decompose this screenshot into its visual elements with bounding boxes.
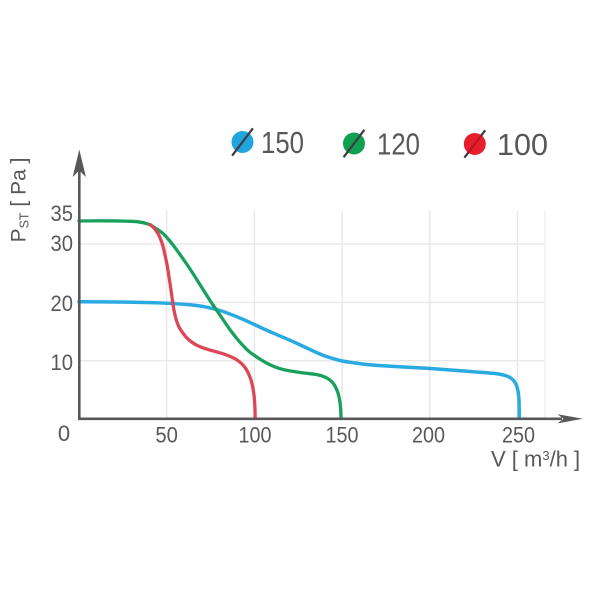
svg-text:120: 120 [377,126,420,161]
svg-text:35: 35 [51,201,74,226]
svg-text:150: 150 [261,125,304,160]
svg-text:150: 150 [326,423,359,448]
svg-text:20: 20 [51,291,74,316]
svg-text:200: 200 [412,423,445,448]
svg-text:10: 10 [51,350,74,375]
svg-text:30: 30 [51,231,74,256]
svg-text:PST [ Pa ]: PST [ Pa ] [8,158,32,243]
svg-text:0: 0 [58,421,70,446]
svg-text:100: 100 [239,423,272,448]
svg-text:250: 250 [502,423,535,448]
svg-text:V [ m3/h ]: V [ m3/h ] [491,447,580,472]
svg-text:100: 100 [497,127,548,162]
svg-text:50: 50 [155,423,178,448]
